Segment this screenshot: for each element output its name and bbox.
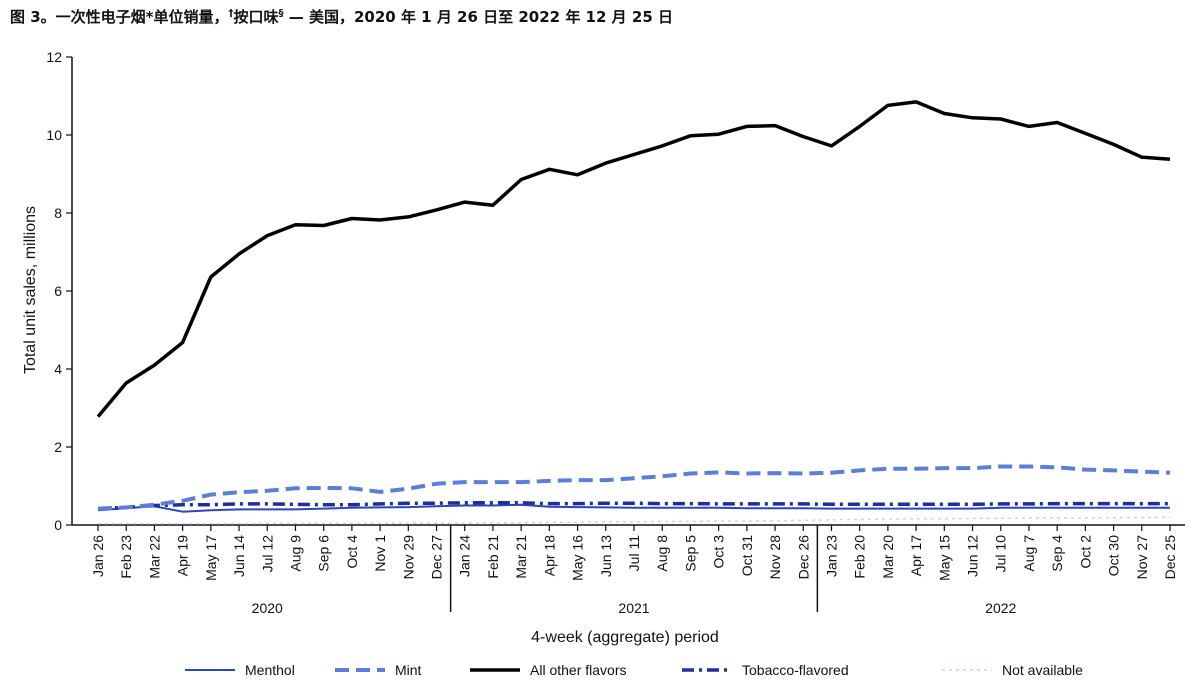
legend-item: Not available — [942, 662, 1083, 678]
x-tick-label: Feb 23 — [118, 535, 134, 579]
y-axis-ticks: 0 2 4 6 8 10 12 — [46, 49, 72, 533]
chart-legend: Menthol Mint All other flavors Tobacco-flav… — [185, 662, 1185, 686]
y-tick-label: 10 — [46, 127, 62, 143]
x-tick-label: Dec 25 — [1162, 535, 1178, 580]
year-label: 2022 — [985, 600, 1016, 616]
title-suffix: — 美国，2020 年 1 月 26 日至 2022 年 12 月 25 日 — [283, 8, 673, 26]
figure-title: 图 3。一次性电子烟*单位销量，†按口味§ — 美国，2020 年 1 月 26… — [10, 6, 673, 27]
x-tick-label: Aug 7 — [1021, 535, 1037, 572]
series-line-tobacco-flavored — [97, 501, 1170, 511]
x-tick-label: May 17 — [203, 535, 219, 581]
legend-swatch — [335, 668, 385, 672]
x-tick-label: Feb 21 — [485, 535, 501, 579]
x-tick-label: Mar 22 — [146, 535, 162, 579]
x-tick-label: Apr 17 — [908, 535, 924, 576]
legend-item: Menthol — [185, 662, 295, 678]
x-tick-label: Jun 13 — [598, 535, 614, 577]
y-tick-label: 2 — [54, 439, 62, 455]
x-tick-label: Mar 20 — [880, 535, 896, 579]
legend-label: Tobacco-flavored — [742, 662, 849, 678]
legend-item: All other flavors — [470, 662, 626, 678]
x-tick-label: Jan 26 — [90, 535, 106, 577]
title-section: § — [278, 8, 284, 19]
x-tick-label: Apr 19 — [175, 535, 191, 576]
y-axis-title: Total unit sales, millions — [22, 206, 39, 374]
x-tick-label: Sep 5 — [682, 535, 698, 572]
y-tick-label: 4 — [54, 361, 62, 377]
legend-swatch — [470, 668, 520, 672]
x-tick-label: Oct 3 — [711, 535, 727, 569]
x-tick-label: Dec 26 — [795, 535, 811, 580]
x-tick-label: Oct 30 — [1106, 535, 1122, 576]
x-tick-label: Mar 21 — [513, 535, 529, 579]
x-tick-label: Jul 12 — [259, 535, 275, 573]
y-tick-label: 0 — [54, 517, 62, 533]
legend-label: Mint — [395, 662, 422, 678]
year-label: 2021 — [618, 600, 649, 616]
x-tick-label: Jan 24 — [457, 535, 473, 577]
x-tick-label: May 15 — [936, 535, 952, 581]
x-tick-label: Oct 2 — [1077, 535, 1093, 569]
x-tick-label: Jul 11 — [626, 535, 642, 572]
x-tick-label: Nov 1 — [372, 535, 388, 572]
x-axis-ticks: Jan 26 Feb 23 Mar 22 Apr 19 May 17 Jun 14 Jul … — [90, 525, 1178, 581]
title-mid: 按口味 — [233, 8, 279, 26]
chart-axes — [71, 57, 1185, 526]
y-tick-label: 6 — [54, 283, 62, 299]
x-tick-label: Oct 4 — [344, 535, 360, 569]
legend-item: Tobacco-flavored — [682, 662, 849, 678]
x-axis-title: 4-week (aggregate) period — [531, 629, 719, 646]
y-tick-label: 8 — [54, 205, 62, 221]
series-line-menthol — [97, 503, 1170, 513]
y-tick-label: 12 — [46, 49, 62, 65]
x-tick-label: Sep 4 — [1049, 535, 1065, 572]
legend-label: Not available — [1002, 662, 1083, 678]
x-tick-label: Nov 28 — [767, 535, 783, 580]
x-tick-label: Jun 12 — [965, 535, 981, 577]
x-tick-label: Jun 14 — [231, 535, 247, 577]
x-tick-label: Nov 27 — [1134, 535, 1150, 580]
x-tick-label: Aug 8 — [654, 535, 670, 572]
x-tick-label: Aug 9 — [287, 535, 303, 572]
x-tick-label: May 16 — [570, 535, 586, 581]
legend-label: Menthol — [245, 662, 295, 678]
x-tick-label: Jul 10 — [993, 535, 1009, 573]
x-tick-label: Oct 31 — [739, 535, 755, 576]
legend-label: All other flavors — [530, 662, 627, 678]
legend-item: Mint — [335, 662, 421, 678]
series-line-all-other-flavors — [96, 100, 1171, 418]
title-dagger: † — [228, 8, 234, 19]
year-label: 2020 — [252, 600, 283, 616]
legend-swatch — [942, 669, 992, 671]
x-tick-label: Feb 20 — [852, 535, 868, 579]
x-tick-label: Dec 27 — [429, 535, 445, 580]
series-lines — [96, 100, 1171, 525]
series-line-mint — [97, 464, 1171, 511]
x-tick-label: Jan 23 — [823, 535, 839, 577]
year-labels: 2020 2021 2022 — [252, 525, 1017, 616]
x-tick-label: Sep 6 — [316, 535, 332, 572]
x-tick-label: Apr 18 — [541, 535, 557, 576]
legend-swatch — [185, 669, 235, 671]
series-line-not-available — [98, 516, 1171, 525]
title-prefix: 图 3。一次性电子烟*单位销量， — [10, 8, 229, 26]
x-tick-label: Nov 29 — [400, 535, 416, 580]
legend-swatch — [682, 668, 732, 672]
